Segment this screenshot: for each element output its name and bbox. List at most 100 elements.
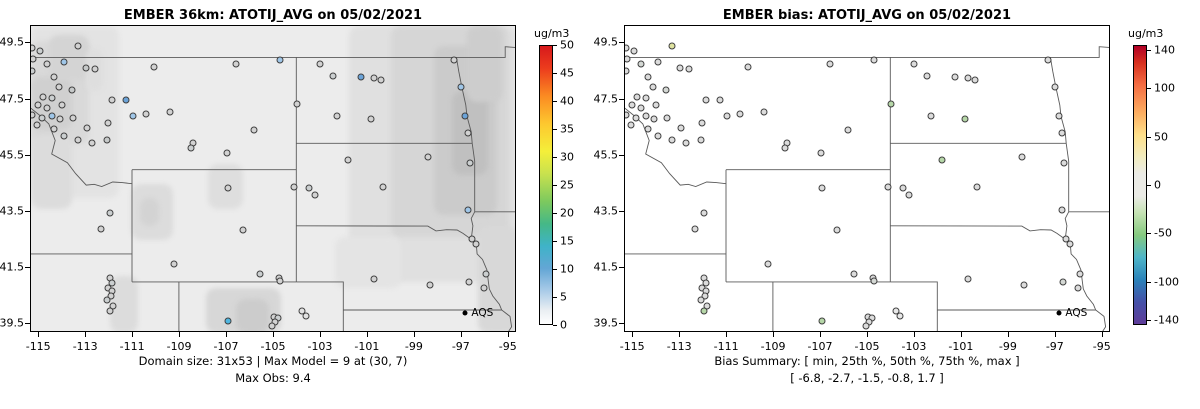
panel-bias-title: EMBER bias: ATOTIJ_AVG on 05/02/2021 xyxy=(722,8,1012,23)
colorbar-tick-label: 15 xyxy=(560,234,574,248)
x-axis-tick-label: -99 xyxy=(404,340,423,353)
colorbar-tick xyxy=(553,213,557,214)
x-axis-tick xyxy=(179,332,181,337)
obs-station-dot xyxy=(74,136,82,144)
obs-station-dot xyxy=(48,112,56,120)
x-axis-tick-label: -111 xyxy=(713,340,739,353)
model-field-patch xyxy=(466,26,502,103)
obs-station-dot xyxy=(82,64,90,72)
obs-station-dot xyxy=(150,63,158,71)
obs-station-dot xyxy=(107,292,115,300)
obs-station-dot xyxy=(870,56,878,64)
x-axis-tick xyxy=(679,332,681,337)
y-axis-tick xyxy=(619,154,624,156)
x-axis-tick xyxy=(960,332,962,337)
x-axis-tick xyxy=(1054,332,1056,337)
obs-station-dot xyxy=(1020,281,1028,289)
x-axis-tick-label: -105 xyxy=(854,340,880,353)
obs-station-dot xyxy=(370,74,378,82)
obs-station-dot xyxy=(700,307,708,315)
obs-station-dot xyxy=(367,115,375,123)
x-axis-tick-label: -109 xyxy=(760,340,786,353)
x-axis-tick xyxy=(273,332,274,337)
obs-station-dot xyxy=(764,260,772,268)
obs-station-dot xyxy=(654,132,662,140)
obs-station-dot xyxy=(464,129,472,137)
state-border-line xyxy=(1049,57,1067,144)
obs-station-dot xyxy=(69,114,77,122)
obs-station-dot xyxy=(870,277,878,285)
obs-station-dot xyxy=(276,56,284,64)
colorbar-tick-label: 40 xyxy=(560,94,574,108)
obs-station-dot xyxy=(370,275,378,283)
obs-station-dot xyxy=(97,225,105,233)
obs-station-dot xyxy=(702,279,710,287)
y-axis-tick-label: 43.5 xyxy=(0,204,24,218)
obs-station-dot xyxy=(88,139,96,147)
obs-station-dot xyxy=(892,307,900,315)
x-axis-tick-label: -95 xyxy=(1092,340,1111,353)
obs-station-dot xyxy=(33,121,41,129)
colorbar-tick xyxy=(553,73,557,74)
model-field-patch xyxy=(478,225,515,331)
y-axis-tick xyxy=(25,98,30,100)
obs-station-dot xyxy=(1062,235,1070,243)
obs-station-dot xyxy=(884,183,892,190)
state-border-line xyxy=(296,225,472,240)
x-axis-tick xyxy=(867,332,868,337)
obs-station-dot xyxy=(649,83,657,91)
colorbar-tick-label: 10 xyxy=(560,262,574,276)
obs-station-dot xyxy=(333,112,341,120)
x-axis-tick xyxy=(773,332,775,337)
obs-station-dot xyxy=(424,153,432,161)
state-border-line xyxy=(890,225,1066,240)
obs-station-dot xyxy=(357,73,365,81)
obs-station-dot xyxy=(91,65,99,73)
obs-station-dot xyxy=(187,144,195,152)
obs-station-dot xyxy=(465,278,473,286)
obs-station-dot xyxy=(723,112,731,120)
x-axis-tick-label: -101 xyxy=(948,340,974,353)
obs-station-dot xyxy=(31,111,36,119)
y-axis-tick xyxy=(619,266,624,268)
aqs-legend-dot xyxy=(1056,310,1062,316)
obs-station-dot xyxy=(39,93,47,101)
colorbar-tick xyxy=(1147,185,1151,186)
obs-station-dot xyxy=(271,318,279,326)
colorbar-tick-label: 50 xyxy=(560,38,574,52)
obs-station-dot xyxy=(224,184,232,192)
x-axis-tick-label: -113 xyxy=(666,340,692,353)
obs-station-dot xyxy=(108,96,116,104)
x-axis-tick xyxy=(913,332,915,337)
colorbar-tick-label: 100 xyxy=(1154,81,1175,95)
x-axis-tick-label: -107 xyxy=(807,340,833,353)
y-axis-tick-label: 41.5 xyxy=(0,260,24,274)
obs-station-dot xyxy=(103,136,111,144)
obs-station-dot xyxy=(36,47,44,55)
state-border-line xyxy=(625,46,1109,58)
x-axis-tick xyxy=(820,332,822,337)
x-axis-tick-label: -97 xyxy=(451,340,470,353)
state-border-line xyxy=(470,239,513,331)
x-axis-tick xyxy=(85,332,87,337)
x-axis-tick-label: -97 xyxy=(1045,340,1064,353)
obs-station-dot xyxy=(74,42,82,50)
colorbar xyxy=(539,45,553,325)
state-borders-svg xyxy=(625,46,1109,331)
obs-station-dot xyxy=(106,307,114,315)
obs-station-dot xyxy=(31,44,36,52)
obs-station-dot xyxy=(625,111,630,119)
colorbar-tick xyxy=(1147,49,1151,51)
obs-station-dot xyxy=(60,132,68,140)
obs-station-dot xyxy=(700,209,708,217)
colorbar xyxy=(1133,45,1147,325)
obs-station-dot xyxy=(865,318,873,326)
obs-station-dot xyxy=(129,112,137,120)
obs-station-dot xyxy=(668,42,676,50)
obs-station-dot xyxy=(644,73,652,81)
obs-station-dot xyxy=(677,124,685,132)
colorbar-tick-label: 0 xyxy=(560,318,567,332)
y-axis-tick-label: 47.5 xyxy=(593,92,619,106)
obs-station-dot xyxy=(302,312,310,320)
obs-station-dot xyxy=(905,191,913,199)
